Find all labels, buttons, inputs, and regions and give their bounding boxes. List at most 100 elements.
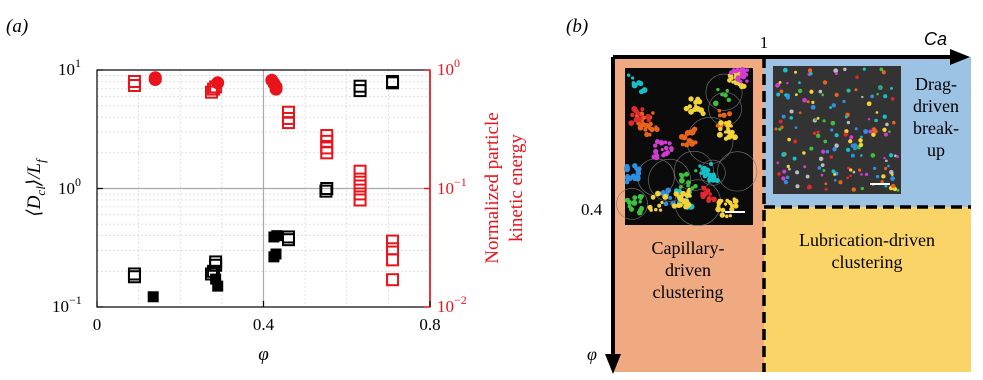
cluster-particle xyxy=(729,129,735,135)
data-point-square-open xyxy=(353,79,367,93)
cluster-particle xyxy=(636,112,641,117)
dispersed-particle xyxy=(890,97,895,101)
dispersed-particle xyxy=(876,92,879,96)
dispersed-particle xyxy=(849,174,852,178)
dispersed-particle xyxy=(890,176,895,181)
capillary-region-text: Capillary- driven clustering xyxy=(652,238,725,302)
data-point-square-open xyxy=(353,84,367,98)
dispersed-particle xyxy=(845,147,851,153)
dispersed-particle xyxy=(780,125,784,129)
dispersed-particle xyxy=(830,128,834,132)
cluster-particle xyxy=(687,187,691,192)
cluster-particle xyxy=(643,127,648,132)
cluster-particle xyxy=(684,193,690,199)
cluster-particle xyxy=(698,107,705,114)
cluster-particle xyxy=(729,203,735,208)
cluster-particle xyxy=(728,70,734,76)
dispersed-particle xyxy=(787,137,791,142)
dispersed-particle xyxy=(818,89,823,94)
cluster-particle xyxy=(678,177,685,184)
dispersed-particle xyxy=(850,153,855,158)
region-text-line: clustering xyxy=(653,282,724,302)
x-tick-label: 0.8 xyxy=(419,315,440,334)
dispersed-particle xyxy=(896,188,900,192)
dispersed-particle xyxy=(834,92,839,98)
particle-outline xyxy=(705,73,743,111)
cluster-particle xyxy=(739,67,746,73)
dispersed-particle xyxy=(878,86,882,90)
cluster-particle xyxy=(711,174,717,180)
data-point-square-open xyxy=(353,164,367,178)
dispersed-particle xyxy=(882,127,887,132)
cluster-particle xyxy=(663,140,668,145)
dispersed-particle xyxy=(830,120,836,126)
cluster-particle xyxy=(669,148,674,152)
x-tick-label: 0 xyxy=(93,315,102,334)
dispersed-particle xyxy=(880,180,884,184)
cluster-particle xyxy=(651,111,655,115)
dispersed-particle xyxy=(885,159,888,163)
dispersed-particle xyxy=(778,119,783,124)
cluster-particle xyxy=(638,208,643,213)
dispersed-particle xyxy=(794,93,798,97)
dispersed-particle xyxy=(838,180,843,185)
cluster-particle xyxy=(705,188,711,193)
cluster-particle xyxy=(718,126,723,132)
cluster-particle xyxy=(725,123,731,129)
cluster-particle xyxy=(684,171,690,177)
dispersed-particle xyxy=(884,184,888,188)
dispersed-particle xyxy=(858,138,863,143)
dispersed-particle xyxy=(818,156,824,162)
cluster-particle xyxy=(688,108,694,115)
cluster-particle xyxy=(662,193,669,200)
dispersed-particle xyxy=(809,146,814,151)
dispersed-particle xyxy=(798,81,801,85)
dispersed-particle xyxy=(783,179,789,185)
cluster-particle xyxy=(680,190,687,197)
cluster-particle xyxy=(712,172,716,176)
dispersed-particle xyxy=(806,100,810,104)
dispersed-particle xyxy=(781,152,787,157)
dispersed-particle xyxy=(809,71,813,76)
cluster-particle xyxy=(726,97,732,103)
dispersed-particle xyxy=(822,119,826,123)
cluster-particle xyxy=(684,142,690,148)
cluster-particle xyxy=(646,117,651,123)
cluster-particle xyxy=(631,82,638,89)
data-point-square-filled xyxy=(212,280,224,292)
cluster-particle xyxy=(632,163,638,169)
dispersed-particle xyxy=(843,132,848,137)
cluster-particle xyxy=(631,199,638,206)
dispersed-particle xyxy=(873,129,878,134)
dispersed-particle xyxy=(888,130,891,133)
ca-axis-label: Ca xyxy=(924,29,947,49)
dispersed-particle xyxy=(788,167,791,171)
dispersed-particle xyxy=(882,114,887,119)
dispersed-particle xyxy=(889,170,894,175)
y-left-tick-label: 101 xyxy=(58,56,81,79)
particle-outline xyxy=(616,188,648,220)
dispersed-particle xyxy=(824,187,828,191)
cluster-particle xyxy=(727,111,733,117)
cluster-particle xyxy=(725,214,729,219)
dispersed-particle xyxy=(781,176,786,181)
dispersed-particle xyxy=(866,101,872,107)
data-point-square-open xyxy=(320,141,334,155)
cluster-particle xyxy=(716,87,720,92)
dispersed-particle xyxy=(825,149,830,154)
cluster-particle xyxy=(688,96,694,102)
dispersed-particle xyxy=(823,139,828,144)
tick-marks xyxy=(96,69,431,308)
cluster-particle xyxy=(729,206,735,212)
data-point-square-open xyxy=(204,267,218,281)
dispersed-particle xyxy=(855,75,859,79)
cluster-particle xyxy=(717,113,722,118)
dispersed-particle xyxy=(844,129,849,134)
cluster-particle xyxy=(681,134,688,141)
dispersed-particle xyxy=(864,172,869,177)
dispersed-particle xyxy=(848,139,853,144)
dispersed-particle xyxy=(854,127,858,131)
cluster-particle xyxy=(638,81,644,87)
cluster-particle xyxy=(661,152,666,158)
dispersed-particle xyxy=(867,117,871,121)
